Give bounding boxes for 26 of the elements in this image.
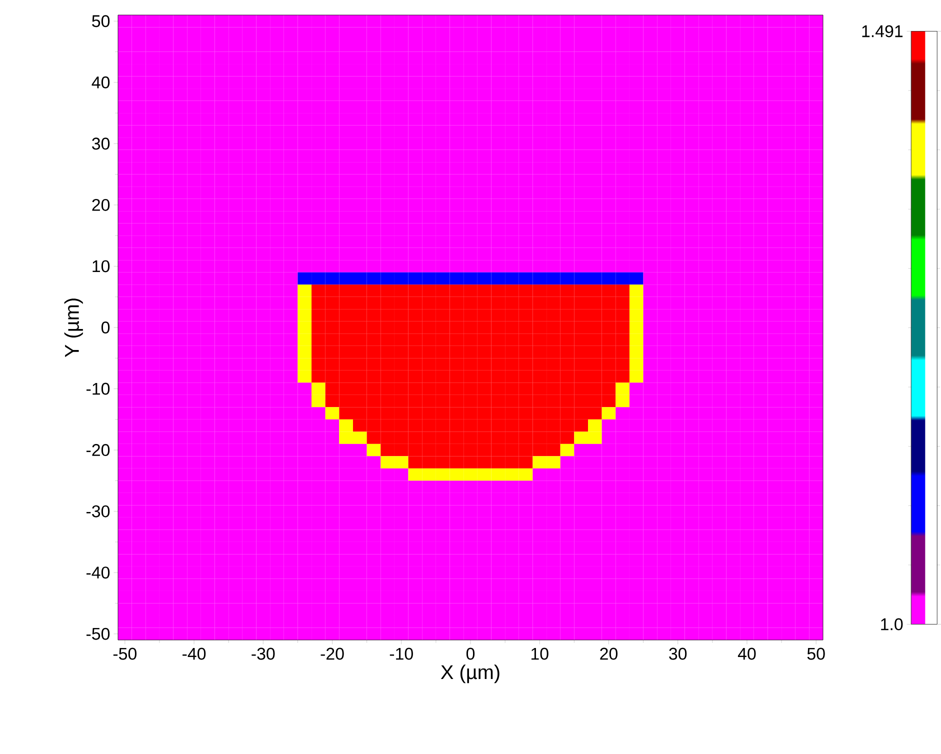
y-tick-label: 0 — [101, 322, 110, 334]
x-tick-label: -10 — [390, 648, 413, 660]
x-tick-label: -20 — [320, 648, 344, 660]
color-bar-label: 1.491 — [862, 25, 903, 38]
y-tick-label: -30 — [86, 505, 110, 518]
x-tick-label: -30 — [252, 648, 275, 660]
y-tick-label: 30 — [92, 138, 110, 150]
y-tick-label: -20 — [86, 444, 110, 456]
y-tick-label: 50 — [92, 15, 110, 28]
y-tick-label: 10 — [92, 260, 110, 272]
x-tick-label: 30 — [669, 648, 687, 660]
y-tick-label: -50 — [86, 628, 110, 640]
x-tick-label: -40 — [182, 648, 206, 660]
y-axis-title: Y (µm) — [64, 298, 83, 358]
y-tick-label: -40 — [86, 566, 110, 579]
x-tick-label: 40 — [738, 648, 756, 660]
y-tick-label: 40 — [92, 76, 110, 88]
y-tick-label: -10 — [86, 382, 110, 395]
y-tick-label: 20 — [92, 198, 110, 211]
x-tick-label: 50 — [807, 648, 825, 660]
x-tick-label: 20 — [600, 648, 618, 660]
x-tick-label: 10 — [532, 648, 548, 660]
x-axis-title: X (µm) — [440, 664, 500, 684]
x-tick-label: -50 — [113, 648, 136, 660]
color-bar-label: 1.0 — [881, 618, 903, 630]
x-tick-label: 0 — [466, 648, 475, 660]
